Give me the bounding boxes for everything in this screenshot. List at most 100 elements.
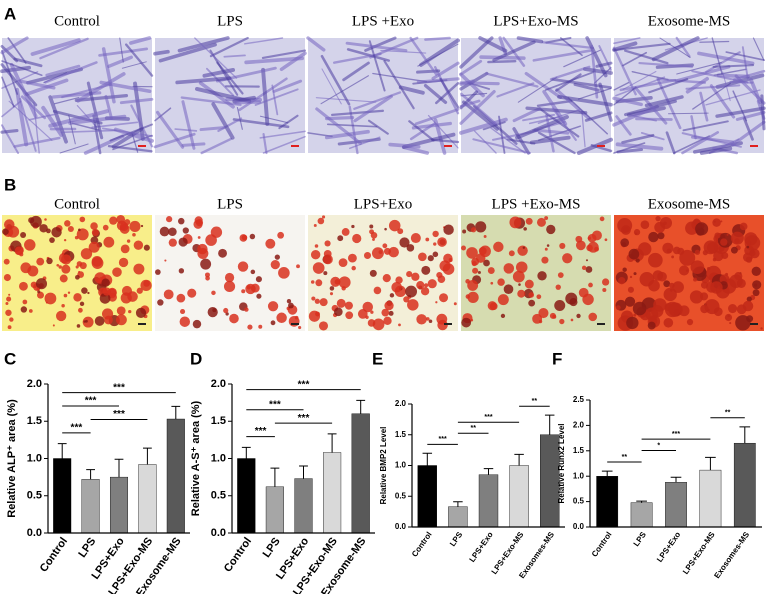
nodule [75,265,79,269]
nodule [384,227,387,231]
nodule [94,316,105,326]
nodule [80,248,93,260]
nodule [406,271,413,278]
x-tick-label: LPS [261,536,283,560]
x-tick-label: Control [410,530,434,558]
cell [567,96,608,135]
cell [537,131,576,155]
cell [631,70,669,81]
nodule [2,228,9,236]
x-tick-label: LPS [632,530,649,548]
nodule [277,231,285,239]
nodule [410,233,421,244]
error-bar [453,501,463,507]
y-axis-label: Relative Runx2 Level [557,423,566,503]
cell [685,76,709,94]
cell [48,95,68,144]
cell [459,89,496,125]
cell [332,52,382,64]
micrograph [461,215,611,331]
nodule [425,237,430,242]
nodule [61,304,65,308]
nodule [640,220,650,230]
image-title: LPS [217,196,243,212]
nodule [575,240,586,251]
bar [351,413,370,534]
nodule [81,287,88,294]
nodule [693,277,698,282]
nodule [133,263,145,275]
cell [1,49,19,95]
nodule [735,315,751,331]
nodule [182,227,189,234]
nodule [467,279,479,291]
cell [175,76,232,85]
cell [712,64,755,68]
nodule [557,272,564,279]
cell [209,36,249,58]
nodule [518,283,521,286]
cell [0,36,29,55]
sig-label: *** [672,431,680,438]
nodule [205,275,210,281]
nodule [398,323,401,327]
nodule [46,257,53,265]
cell [516,36,544,44]
cell [211,102,235,140]
bar [323,452,342,534]
nodule [439,293,449,303]
x-tick-label: Exosomes-MS [712,530,751,581]
nodule [382,274,391,283]
nodule [178,268,185,274]
nodule [503,284,514,295]
nodule [624,296,636,307]
cell [261,67,270,126]
nodule [369,224,374,229]
nodule [101,278,110,287]
cell [682,120,729,132]
nodule [197,247,209,259]
nodule [730,246,738,254]
nodule [168,238,177,247]
cell [536,99,573,107]
bar [478,474,499,528]
nodule [700,281,709,289]
cell [667,112,709,115]
nodule [655,216,661,222]
nodule [461,245,466,251]
nodule [742,300,754,312]
nodule [310,280,315,284]
bar [81,479,100,534]
nodule [373,286,382,295]
nodule [20,306,28,313]
cell [705,51,741,74]
cell [353,94,393,123]
nodule [76,228,89,241]
nodule [22,299,28,305]
nodule [416,281,425,290]
cell [459,81,500,86]
nodule [270,320,276,326]
nodule [559,318,565,325]
bar [417,465,437,528]
nodule [256,293,262,299]
nodule [241,289,246,294]
nodule [599,216,605,222]
cell [199,126,226,132]
nodule [448,258,453,263]
micrographs [0,36,766,331]
nodule [752,289,760,297]
cell [722,71,731,102]
nodule [544,216,549,220]
cell [398,85,425,95]
nodule [270,260,280,270]
sig-label: *** [255,426,267,437]
bar [630,502,653,528]
nodule [503,263,515,274]
nodule [751,266,761,277]
x-tick-label: LPS [76,536,98,560]
nodule [274,254,280,260]
cell [0,128,19,134]
nodule [689,290,704,304]
panel-label: B [4,175,16,194]
